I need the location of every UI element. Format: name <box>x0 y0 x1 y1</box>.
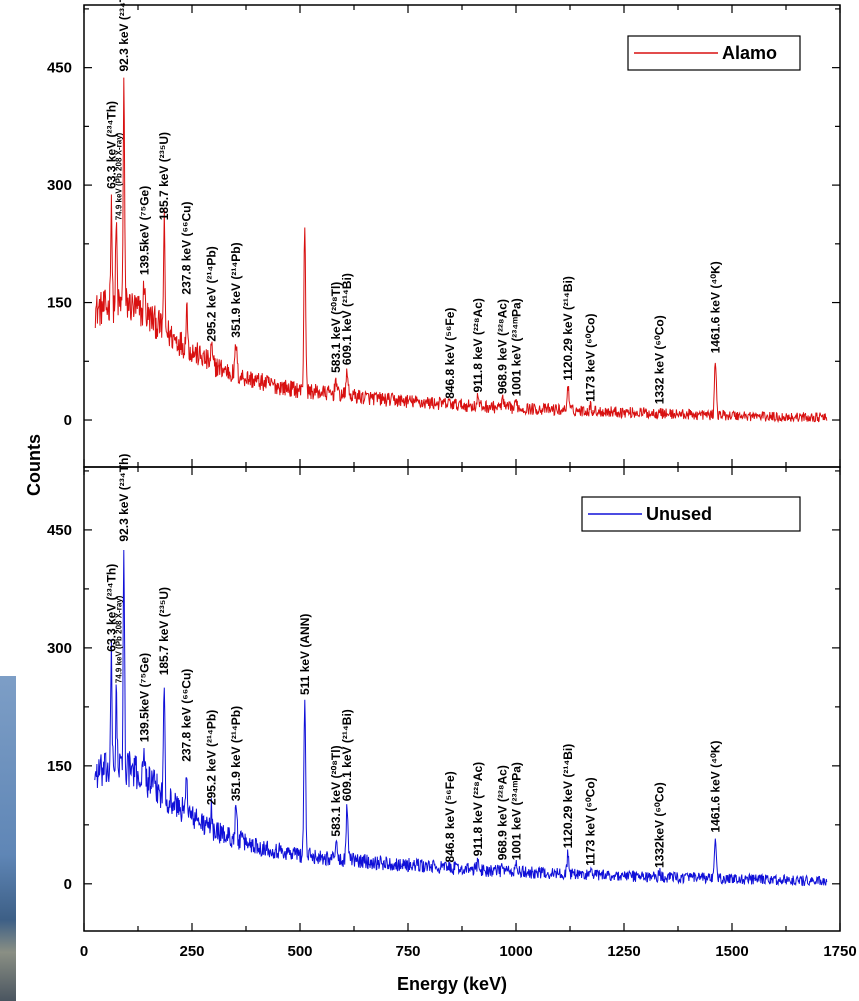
background-photo-strip <box>0 676 16 1001</box>
legend-alamo: Alamo <box>627 35 801 71</box>
spectrum-line-alamo <box>94 77 828 424</box>
peak-annotation: 583.1 keV (²⁰⁸Tl) <box>329 745 343 836</box>
peak-annotation: 1120.29 keV (²¹⁴Bi) <box>561 744 575 849</box>
y-tick-label: 150 <box>47 758 72 775</box>
legend-unused: Unused <box>581 496 801 532</box>
x-tick-label: 1000 <box>499 943 532 960</box>
peak-annotation: 139.5keV (⁷⁵Ge) <box>137 653 151 742</box>
peak-annotation: 351.9 keV (²¹⁴Pb) <box>229 242 243 337</box>
peak-annotation: 1461.6 keV (⁴⁰K) <box>708 261 722 353</box>
x-tick-label: 500 <box>287 943 312 960</box>
peak-annotation: 911.8 keV (²²⁸Ac) <box>471 762 485 856</box>
panel-unused: 0 150 300 450 0 250 500 750 1000 1250 1500 1750 63.3… <box>47 454 857 960</box>
peak-annotation: 1332 keV (⁶⁰Co) <box>652 315 666 404</box>
peak-annotation: 846.8 keV (⁵⁶Fe) <box>443 771 457 862</box>
x-axis-title: Energy (keV) <box>397 974 507 994</box>
x-tick-label: 250 <box>179 943 204 960</box>
peak-annotation: 511 keV (ANN) <box>298 614 312 695</box>
y-tick-label: 300 <box>47 640 72 657</box>
peak-annotation: 583.1 keV (²⁰⁸Tl) <box>329 282 343 373</box>
peak-annotation: 1173 keV (⁶⁰Co) <box>584 314 598 402</box>
peak-annotation: 63.3 keV (²³⁴Th) <box>104 564 118 652</box>
x-tick-label: 750 <box>395 943 420 960</box>
y-tick-label: 150 <box>47 295 72 312</box>
y-tick-label: 0 <box>64 876 72 893</box>
legend-label: Alamo <box>722 43 777 63</box>
peak-annotation: 74.9 keV (Pb 208 X-ray) <box>114 132 123 220</box>
peak-annotation: 1001 keV (²³⁴ᵐPa) <box>509 762 523 860</box>
spectrum-line-unused <box>94 549 828 887</box>
peak-annotation: 1120.29 keV (²¹⁴Bi) <box>561 276 575 381</box>
x-tick-label: 1500 <box>715 943 748 960</box>
peak-annotation: 74.9 keV (Pb 208 X-ray) <box>114 595 123 683</box>
peak-annotation: 351.9 keV (²¹⁴Pb) <box>229 706 243 801</box>
peak-annotation: 295.2 keV (²¹⁴Pb) <box>205 710 219 805</box>
peak-annotation: 1332keV (⁶⁰Co) <box>652 782 666 868</box>
y-tick-label: 450 <box>47 522 72 539</box>
y-tick-label: 300 <box>47 177 72 194</box>
y-tick-label: 0 <box>64 412 72 429</box>
peak-annotation: 609.1 keV (²¹⁴Bi) <box>340 709 354 801</box>
panel-alamo: 0 150 300 450 63.3 keV (²³⁴Th)74.9 keV (Pb 2… <box>47 0 841 468</box>
peak-annotation: 295.2 keV (²¹⁴Pb) <box>205 246 219 341</box>
x-tick-label: 1250 <box>607 943 640 960</box>
peak-annotation: 63.3 keV (²³⁴Th) <box>104 101 118 189</box>
peak-annotation: 185.7 keV (²³⁵U) <box>157 132 171 220</box>
y-tick-label: 450 <box>47 60 72 77</box>
peak-annotation: 92.3 keV (²³⁴Th) <box>117 0 131 72</box>
peak-annotation: 237.8 keV (⁶⁶Cu) <box>180 202 194 295</box>
peak-annotation: 911.8 keV (²²⁸Ac) <box>471 298 485 392</box>
peak-annotation: 185.7 keV (²³⁵U) <box>157 587 171 675</box>
peak-annotation: 968.9 keV (²²⁸Ac) <box>496 299 510 394</box>
y-axis-title: Counts <box>24 434 44 496</box>
peak-annotation: 1461.6 keV (⁴⁰K) <box>708 740 722 832</box>
legend-label: Unused <box>646 504 712 524</box>
peak-annotation: 237.8 keV (⁶⁶Cu) <box>180 669 194 762</box>
peak-annotation: 92.3 keV (²³⁴Th) <box>117 454 131 542</box>
peak-annotation: 1001 keV (²³⁴ᵐPa) <box>509 298 523 396</box>
x-tick-label: 1750 <box>823 943 856 960</box>
peak-annotation: 1173 keV (⁶⁰Co) <box>584 777 598 865</box>
panel-frame <box>83 4 841 468</box>
peak-annotation: 609.1 keV (²¹⁴Bi) <box>340 273 354 365</box>
peak-annotation: 139.5keV (⁷⁵Ge) <box>137 186 151 275</box>
peak-annotation: 968.9 keV (²²⁸Ac) <box>496 765 510 860</box>
panel-frame <box>83 466 841 932</box>
peak-annotation: 846.8 keV (⁵⁶Fe) <box>443 308 457 399</box>
x-tick-label: 0 <box>80 943 88 960</box>
